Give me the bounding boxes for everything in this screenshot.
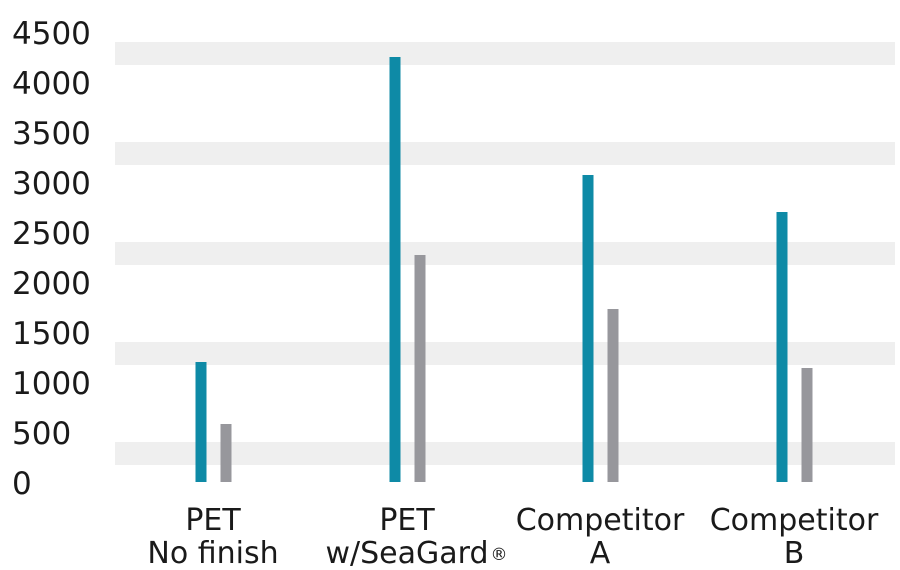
y-tick-label: 3500: [12, 116, 91, 152]
registered-mark: ®: [491, 545, 508, 565]
background-bands: [115, 42, 895, 465]
x-tick-label-line2: B: [784, 536, 805, 570]
y-tick-label: 2000: [12, 266, 91, 302]
x-tick-label-line1: PET: [185, 503, 241, 538]
bar: [389, 57, 401, 482]
y-tick-label: 500: [12, 416, 71, 452]
bar: [801, 368, 813, 482]
x-tick-label-line2: w/SeaGard: [325, 536, 488, 570]
y-tick-label: 1500: [12, 316, 91, 352]
x-tick-label-line2: No finish: [147, 536, 278, 570]
y-tick-label: 3000: [12, 166, 91, 202]
y-tick-label: 4000: [12, 66, 91, 102]
bar: [582, 175, 594, 482]
grid-band: [115, 342, 895, 365]
y-tick-label: 2500: [12, 216, 91, 252]
y-tick-label: 0: [12, 466, 32, 502]
x-tick-label-line2: A: [590, 536, 611, 570]
grid-band: [115, 142, 895, 165]
bar: [414, 255, 426, 482]
grid-band: [115, 42, 895, 65]
bar: [195, 362, 207, 482]
y-axis-tick-labels: 0 500 1000 1500 2000 2500 3000 3500 4000 4500: [12, 16, 91, 502]
y-tick-label: 1000: [12, 366, 91, 402]
x-tick-label-line1: Competitor: [710, 503, 879, 538]
bars: [195, 57, 813, 482]
x-tick-label-line1: PET: [379, 503, 435, 538]
grid-band: [115, 242, 895, 265]
bar: [776, 212, 788, 482]
bar: [607, 309, 619, 482]
bar: [220, 424, 232, 482]
grid-band: [115, 442, 895, 465]
y-tick-label: 4500: [12, 16, 91, 52]
x-tick-label-line1: Competitor: [516, 503, 685, 538]
